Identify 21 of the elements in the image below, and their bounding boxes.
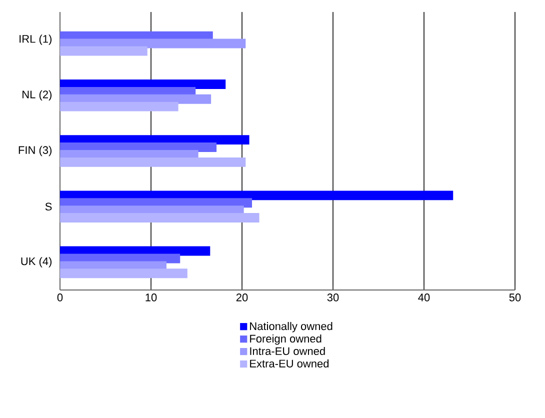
x-tick-label: 10 <box>146 294 157 302</box>
y-tick-label: S <box>45 202 52 210</box>
legend-label: Foreign owned <box>250 334 322 345</box>
bar <box>60 46 148 56</box>
y-tick-label: NL (2) <box>22 90 52 101</box>
bar <box>60 102 178 112</box>
x-tick-label: 0 <box>57 294 63 302</box>
y-tick-label: UK (4) <box>21 257 52 268</box>
bar <box>60 38 246 48</box>
bar <box>60 157 246 167</box>
legend-label: Nationally owned <box>250 322 332 332</box>
x-tick-label: 30 <box>327 294 339 302</box>
legend-label: Extra-EU owned <box>250 359 329 368</box>
y-tick-label: FIN (3) <box>18 146 52 156</box>
bar <box>60 268 188 278</box>
x-tick-label: 40 <box>418 294 430 302</box>
legend-label: Intra-EU owned <box>250 346 325 356</box>
bar <box>60 213 260 223</box>
x-tick-label: 50 <box>509 294 521 302</box>
y-tick-label: IRL (1) <box>20 34 52 45</box>
x-tick-label: 20 <box>236 294 248 302</box>
